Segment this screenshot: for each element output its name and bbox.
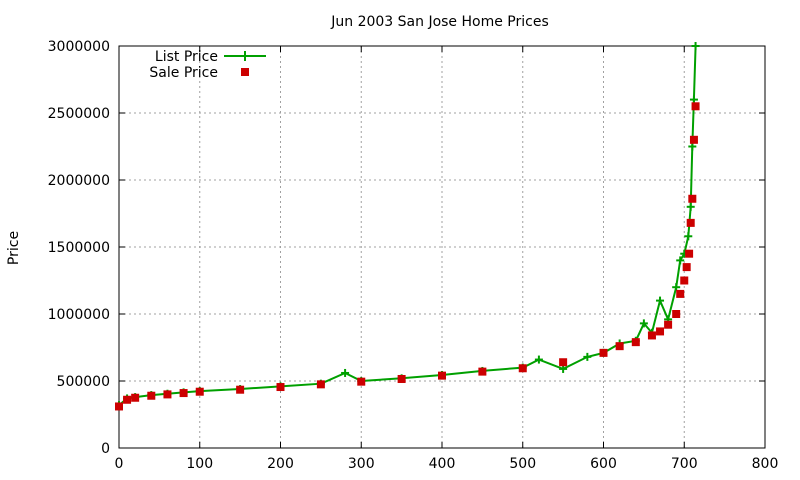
list-price-point <box>656 296 665 305</box>
y-tick-label: 500000 <box>57 374 110 390</box>
x-tick-label: 400 <box>429 456 456 472</box>
x-tick-label: 300 <box>348 456 375 472</box>
grid-lines <box>119 46 765 448</box>
sale-price-point <box>115 402 123 411</box>
sale-price-point <box>357 377 366 386</box>
sale-price-point <box>689 135 698 144</box>
sale-price-point <box>518 364 527 373</box>
sale-price-point <box>559 358 568 367</box>
sale-price-point <box>179 389 188 398</box>
y-tick-label: 0 <box>101 441 110 457</box>
sale-price-point <box>438 371 446 380</box>
legend: List Price Sale Price <box>149 49 266 81</box>
list-price-point <box>583 352 592 361</box>
list-price-point <box>691 42 700 50</box>
x-axis-ticks: 0 100 200 300 400 500 600 700 800 <box>115 46 779 472</box>
list-price-point <box>534 355 543 364</box>
x-tick-label: 600 <box>590 456 617 472</box>
y-axis-label: Price <box>6 231 22 265</box>
list-price-point <box>672 283 681 292</box>
sale-price-point <box>131 393 140 402</box>
y-tick-label: 2000000 <box>48 173 110 189</box>
legend-label-list: List Price <box>155 49 218 65</box>
sale-price-point <box>656 327 665 336</box>
x-tick-label: 800 <box>752 456 779 472</box>
list-price-point <box>684 232 693 241</box>
sale-price-point <box>316 380 325 389</box>
x-tick-label: 700 <box>671 456 698 472</box>
list-price-point <box>341 368 350 377</box>
legend-marker-list <box>240 51 250 61</box>
legend-label-sale: Sale Price <box>149 65 218 81</box>
list-price-point <box>559 364 568 373</box>
sale-price-point <box>691 102 700 111</box>
list-price-point <box>639 319 648 328</box>
x-tick-label: 200 <box>267 456 294 472</box>
sale-price-point <box>195 387 204 396</box>
x-tick-label: 100 <box>186 456 213 472</box>
y-axis-ticks: 0 500000 1000000 1500000 2000000 2500000 30000… <box>48 39 765 457</box>
sale-price-point <box>599 348 608 357</box>
sale-price-series <box>115 102 700 411</box>
list-price-point <box>676 256 685 265</box>
y-tick-label: 2500000 <box>48 106 110 122</box>
y-tick-label: 3000000 <box>48 39 110 55</box>
chart-title: Jun 2003 San Jose Home Prices <box>330 14 549 30</box>
sale-price-point <box>478 367 487 376</box>
x-tick-label: 500 <box>509 456 536 472</box>
list-price-series <box>115 42 700 410</box>
sale-price-point <box>397 374 406 383</box>
sale-price-point <box>676 289 685 298</box>
list-price-point <box>688 142 697 151</box>
sale-price-point <box>682 263 691 272</box>
sale-price-point <box>686 218 695 227</box>
sale-price-point <box>147 391 156 400</box>
list-price-line <box>118 45 697 406</box>
sale-price-point <box>615 342 624 351</box>
sale-price-point <box>631 338 640 347</box>
y-tick-label: 1000000 <box>48 307 110 323</box>
sale-price-point <box>672 310 681 318</box>
y-tick-label: 1500000 <box>48 240 110 256</box>
x-tick-label: 0 <box>115 456 124 472</box>
list-price-point <box>686 202 695 211</box>
sale-price-point <box>688 194 697 203</box>
sale-price-point <box>236 385 245 394</box>
legend-marker-sale <box>241 68 249 76</box>
sale-price-point <box>647 331 656 340</box>
list-price-point <box>689 95 698 104</box>
sale-price-point <box>276 383 285 392</box>
sale-price-point <box>664 320 673 329</box>
sale-price-point <box>685 249 694 258</box>
sale-price-point <box>123 395 132 404</box>
sale-price-point <box>680 276 689 285</box>
sale-price-point <box>163 390 172 399</box>
